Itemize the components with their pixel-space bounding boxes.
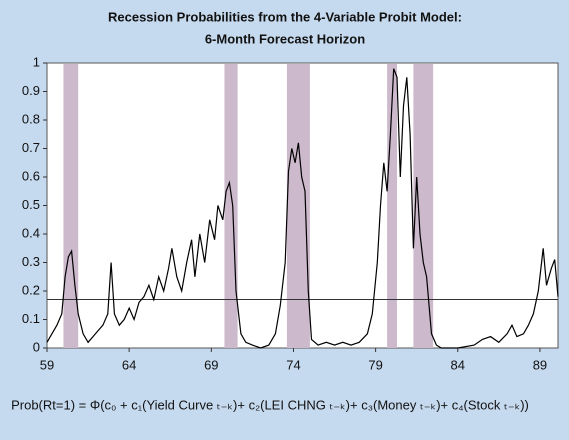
x-tick-label: 79 xyxy=(368,357,382,372)
y-tick-label: 0.6 xyxy=(22,168,40,183)
recession-band xyxy=(224,64,238,348)
formula: Prob(Rt=1) = Φ(c₀ + c₁(Yield Curve ₜ₋ₖ)+… xyxy=(11,397,529,412)
chart-subtitle: 6-Month Forecast Horizon xyxy=(205,31,365,46)
probability-line xyxy=(46,68,559,349)
chart-title: Recession Probabilities from the 4-Varia… xyxy=(108,9,462,24)
recession-band xyxy=(387,64,397,348)
y-tick-label: 0.9 xyxy=(22,83,40,98)
x-tick-label: 59 xyxy=(40,357,54,372)
x-tick-label: 84 xyxy=(451,357,465,372)
y-tick-label: 0.8 xyxy=(22,111,40,126)
y-tick-label: 0.1 xyxy=(22,311,40,326)
y-tick-label: 0.5 xyxy=(22,197,40,212)
recession-band xyxy=(286,64,310,348)
x-tick-label: 64 xyxy=(122,357,136,372)
y-tick-label: 0.4 xyxy=(22,225,40,240)
y-tick-label: 0 xyxy=(33,339,40,354)
y-tick-label: 0.2 xyxy=(22,282,40,297)
recession-band xyxy=(63,64,79,348)
x-tick-label: 74 xyxy=(286,357,300,372)
y-tick-label: 0.7 xyxy=(22,140,40,155)
x-tick-label: 89 xyxy=(533,357,547,372)
x-tick-label: 69 xyxy=(204,357,218,372)
y-tick-label: 0.3 xyxy=(22,254,40,269)
recession-band xyxy=(413,64,434,348)
y-tick-label: 1 xyxy=(33,54,40,69)
